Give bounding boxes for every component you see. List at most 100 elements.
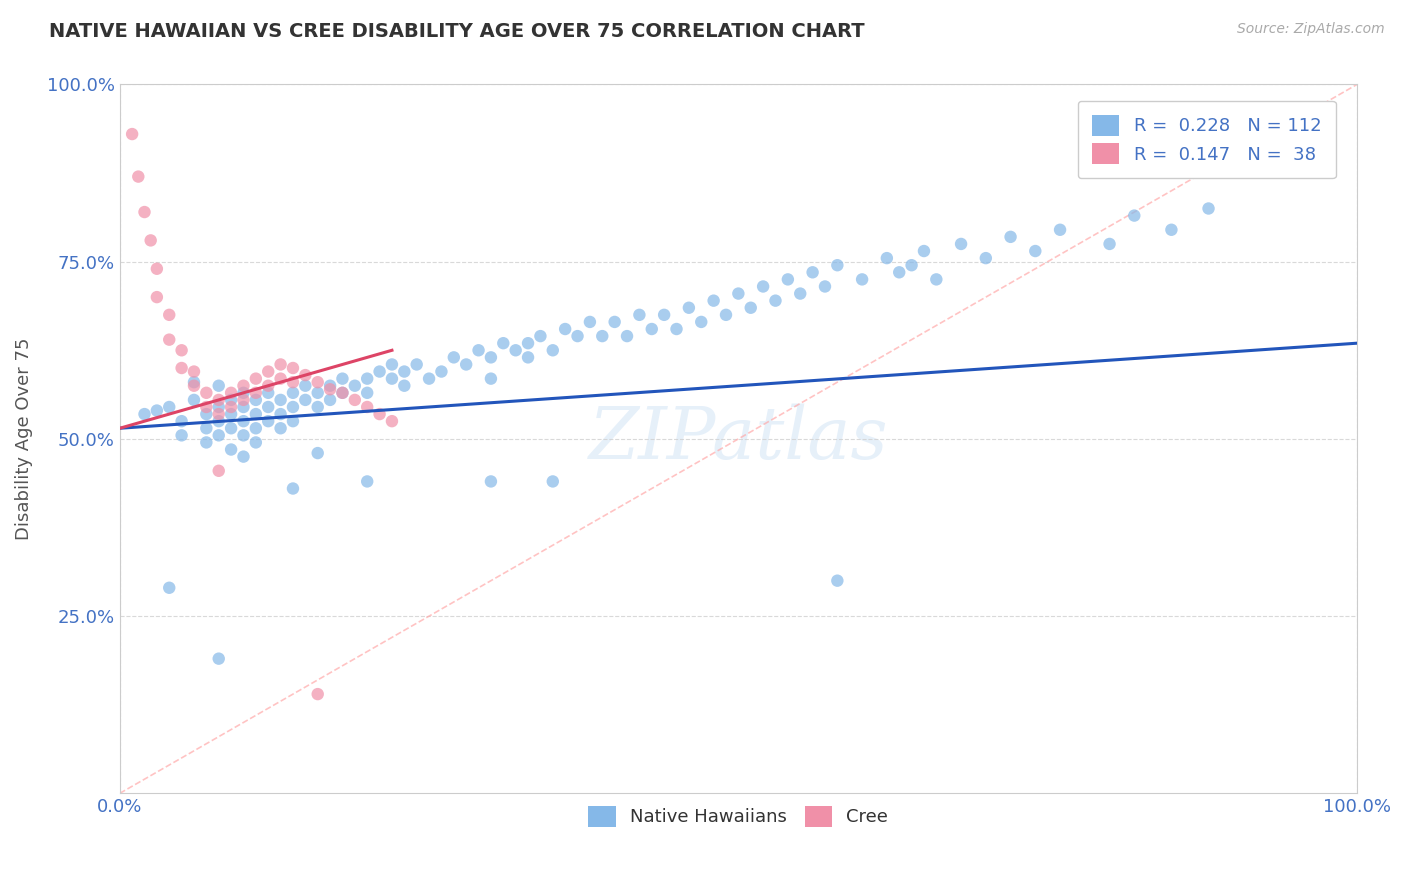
Point [876, 251, 898, 265]
Point [134, 407, 156, 421]
Point [281, 482, 304, 496]
Point [139, 234, 162, 248]
Point [319, 392, 342, 407]
Point [307, 446, 329, 460]
Point [851, 272, 873, 286]
Point [219, 392, 242, 407]
Point [281, 361, 304, 376]
Point [208, 464, 231, 478]
Point [727, 286, 749, 301]
Point [157, 581, 180, 595]
Point [208, 414, 231, 428]
Point [208, 400, 231, 414]
Point [219, 385, 242, 400]
Point [765, 293, 787, 308]
Point [219, 407, 242, 421]
Point [912, 244, 935, 258]
Point [456, 358, 478, 372]
Point [195, 435, 218, 450]
Point [170, 361, 193, 376]
Point [356, 371, 378, 385]
Point [232, 428, 254, 442]
Point [146, 261, 169, 276]
Point [319, 382, 342, 396]
Point [714, 308, 737, 322]
Point [541, 343, 564, 358]
Point [567, 329, 589, 343]
Point [789, 286, 811, 301]
Point [479, 475, 502, 489]
Point [232, 392, 254, 407]
Point [195, 385, 218, 400]
Text: NATIVE HAWAIIAN VS CREE DISABILITY AGE OVER 75 CORRELATION CHART: NATIVE HAWAIIAN VS CREE DISABILITY AGE O… [49, 22, 865, 41]
Point [332, 385, 354, 400]
Point [183, 392, 205, 407]
Point [257, 385, 280, 400]
Point [294, 392, 316, 407]
Point [232, 450, 254, 464]
Point [517, 336, 540, 351]
Point [467, 343, 489, 358]
Point [219, 400, 242, 414]
Point [368, 407, 391, 421]
Point [208, 428, 231, 442]
Point [127, 169, 149, 184]
Point [157, 308, 180, 322]
Point [925, 272, 948, 286]
Point [332, 371, 354, 385]
Point [529, 329, 551, 343]
Point [443, 351, 465, 365]
Legend: Native Hawaiians, Cree: Native Hawaiians, Cree [581, 798, 896, 834]
Point [307, 400, 329, 414]
Point [418, 371, 440, 385]
Point [827, 258, 849, 272]
Point [270, 392, 292, 407]
Point [270, 358, 292, 372]
Point [195, 407, 218, 421]
Point [170, 428, 193, 442]
Point [232, 385, 254, 400]
Point [332, 385, 354, 400]
Point [294, 368, 316, 383]
Point [245, 371, 267, 385]
Point [134, 205, 156, 219]
Point [616, 329, 638, 343]
Point [740, 301, 762, 315]
Point [356, 385, 378, 400]
Point [183, 365, 205, 379]
Point [270, 371, 292, 385]
Point [195, 421, 218, 435]
Point [208, 378, 231, 392]
Point [381, 414, 404, 428]
Point [270, 421, 292, 435]
Point [257, 365, 280, 379]
Point [281, 400, 304, 414]
Point [405, 358, 427, 372]
Point [281, 385, 304, 400]
Point [257, 378, 280, 392]
Point [146, 290, 169, 304]
Point [1123, 209, 1146, 223]
Point [479, 351, 502, 365]
Point [294, 378, 316, 392]
Point [281, 414, 304, 428]
Point [183, 378, 205, 392]
Point [356, 400, 378, 414]
Point [219, 421, 242, 435]
Point [579, 315, 602, 329]
Point [157, 400, 180, 414]
Point [394, 365, 416, 379]
Point [628, 308, 651, 322]
Point [257, 414, 280, 428]
Y-axis label: Disability Age Over 75: Disability Age Over 75 [15, 338, 32, 541]
Point [307, 385, 329, 400]
Point [157, 333, 180, 347]
Point [270, 407, 292, 421]
Point [1000, 230, 1022, 244]
Point [950, 236, 973, 251]
Point [505, 343, 527, 358]
Point [776, 272, 799, 286]
Point [479, 371, 502, 385]
Point [430, 365, 453, 379]
Point [541, 475, 564, 489]
